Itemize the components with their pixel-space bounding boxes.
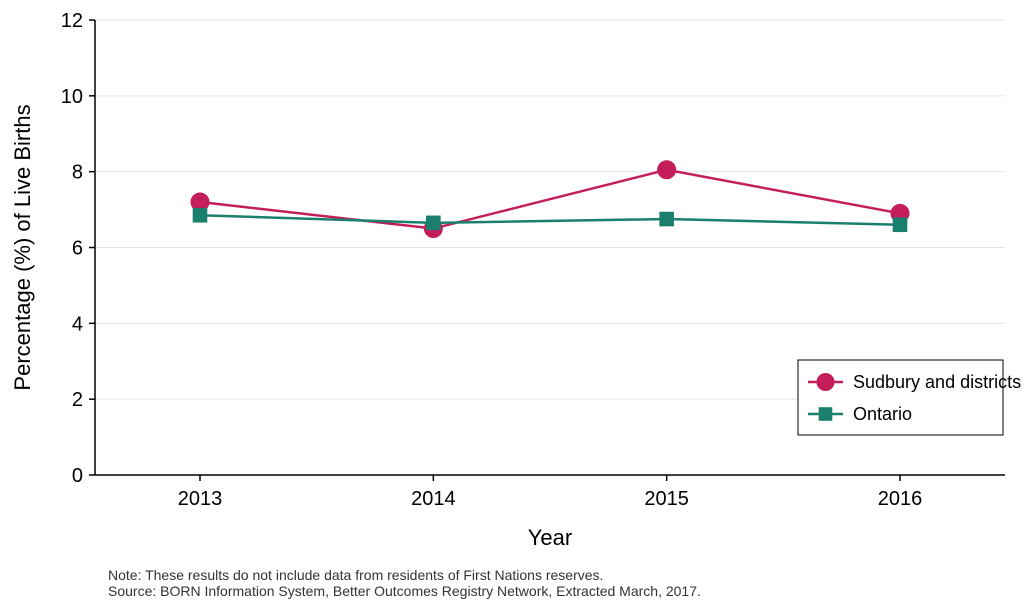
x-tick-label: 2015 — [644, 488, 689, 510]
series-line-ontario — [200, 215, 900, 224]
marker-square — [193, 208, 207, 222]
x-axis-title: Year — [528, 525, 572, 550]
x-tick-label: 2016 — [878, 488, 923, 510]
chart-svg: 0 2 4 6 8 10 12 2013 2014 2015 2016 Year Percentage … — [0, 0, 1024, 614]
footnote: Note: These results do not include data … — [108, 567, 603, 583]
marker-square — [427, 216, 441, 230]
x-tick-label: 2014 — [411, 488, 456, 510]
y-tick-label: 2 — [72, 389, 83, 411]
y-tick-label: 12 — [61, 10, 83, 32]
footnote: Source: BORN Information System, Better … — [108, 583, 701, 599]
y-tick-label: 8 — [72, 162, 83, 184]
marker-square — [893, 218, 907, 232]
legend-marker-circle — [817, 373, 835, 391]
legend-marker-square — [819, 407, 833, 421]
y-tick-label: 6 — [72, 238, 83, 260]
x-tick-label: 2013 — [178, 488, 223, 510]
chart-container: 0 2 4 6 8 10 12 2013 2014 2015 2016 Year Percentage … — [0, 0, 1024, 614]
y-tick-label: 0 — [72, 465, 83, 487]
marker-square — [660, 212, 674, 226]
y-tick-label: 4 — [72, 313, 83, 335]
legend-label: Sudbury and districts — [853, 372, 1021, 392]
y-tick-label: 10 — [61, 86, 83, 108]
legend-label: Ontario — [853, 404, 912, 424]
y-axis-title: Percentage (%) of Live Births — [10, 104, 35, 390]
marker-circle — [658, 161, 676, 179]
